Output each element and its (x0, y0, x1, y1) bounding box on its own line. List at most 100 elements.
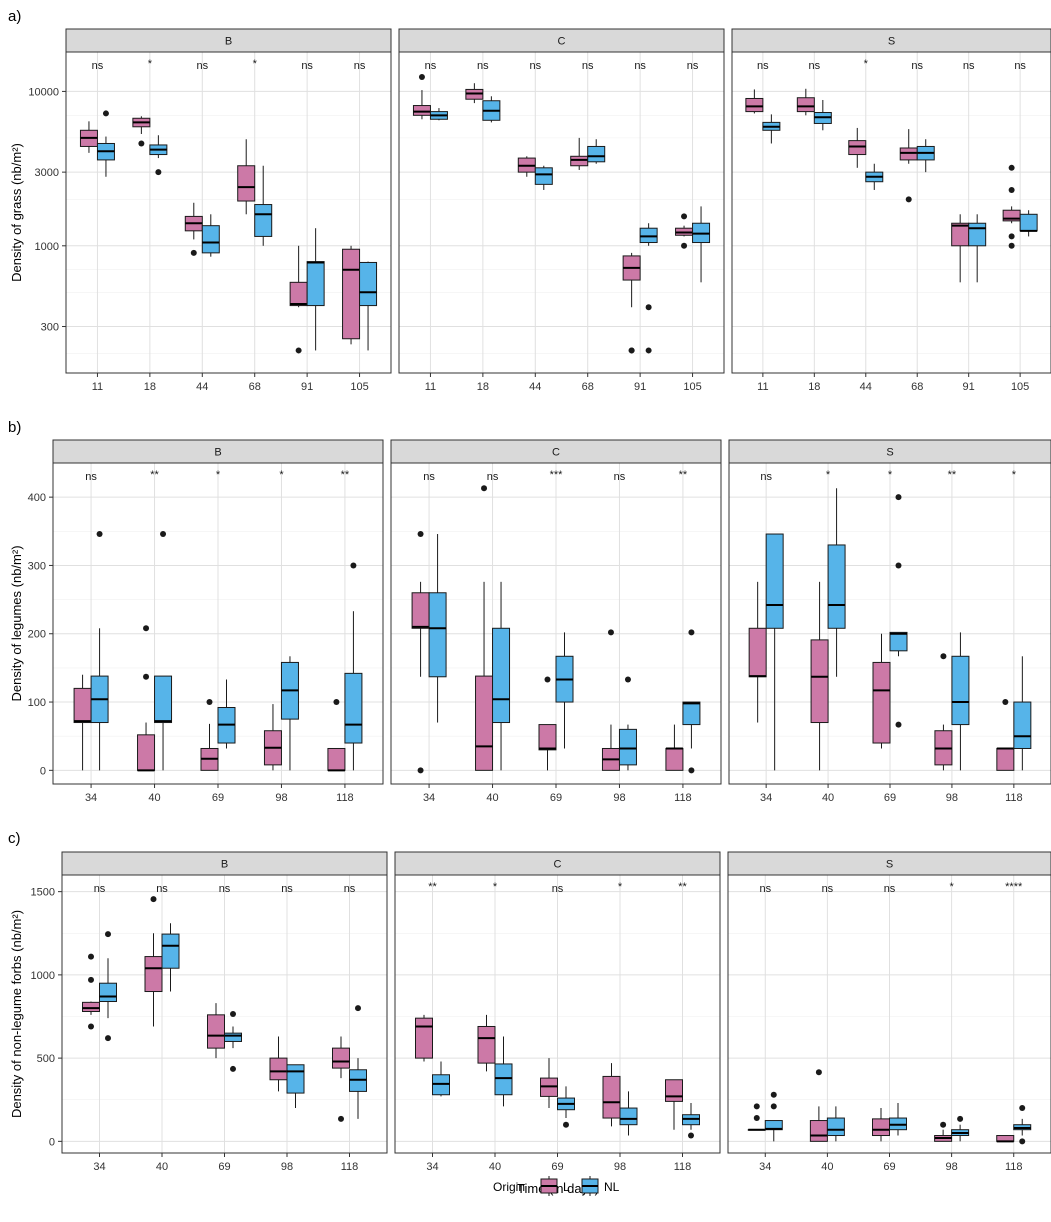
box-NL-98 (280, 656, 299, 771)
significance-label: ns (196, 60, 208, 72)
box-L-34 (82, 953, 100, 1030)
box-L-69 (540, 1058, 558, 1109)
box-NL-40 (154, 531, 173, 771)
x-tick-label: 91 (634, 381, 646, 393)
outlier-point (1008, 233, 1015, 240)
box-NL-44 (865, 163, 884, 190)
box-body (254, 204, 273, 237)
box-L-105 (1002, 164, 1021, 249)
box-NL-105 (359, 261, 378, 351)
box-NL-40 (494, 1036, 513, 1107)
x-tick-label: 91 (963, 381, 975, 393)
box-NL-34 (764, 1091, 783, 1142)
y-tick-label: 300 (41, 322, 59, 334)
facet-S: Sns * * ** *34 40 69 98 118 (728, 439, 1051, 804)
legend-item-NL: NL (581, 1176, 620, 1196)
x-tick-label: 40 (821, 1161, 833, 1173)
outlier-point (143, 625, 150, 632)
outlier-point (150, 896, 157, 903)
box-NL-98 (286, 1064, 305, 1109)
significance-label: ns (85, 471, 97, 483)
significance-label: ns (281, 883, 293, 895)
outlier-point (645, 304, 652, 311)
box-body (587, 145, 606, 163)
box-NL-40 (492, 581, 511, 771)
box-NL-11 (429, 108, 448, 121)
significance-label: *** (550, 469, 564, 481)
box-body (82, 1001, 100, 1013)
facet-strip-label: C (558, 36, 566, 48)
box-L-40 (144, 896, 163, 1027)
significance-label: ns (477, 60, 489, 72)
significance-label: ns (529, 60, 541, 72)
x-tick-label: 105 (683, 381, 701, 393)
box-NL-34 (99, 931, 117, 1042)
outlier-point (1008, 186, 1015, 193)
box-L-118 (665, 724, 684, 771)
box-body (534, 167, 553, 185)
significance-label: ns (757, 60, 769, 72)
x-tick-label: 118 (674, 792, 692, 804)
outlier-point (206, 699, 213, 706)
outlier-point (138, 140, 145, 147)
box-L-105 (342, 245, 361, 345)
facet-B: Bns ns ns ns ns 34 40 69 98 118 (61, 851, 388, 1173)
box-L-18 (465, 83, 484, 104)
significance-label: ns (911, 60, 923, 72)
y-tick-label: 1000 (31, 970, 55, 982)
facet-strip-label: B (214, 447, 221, 459)
y-axis-title: Density of non-legume forbs (nb/m²) (9, 910, 24, 1118)
box-body (344, 672, 363, 744)
box-NL-69 (889, 1103, 907, 1136)
x-tick-label: 34 (93, 1161, 105, 1173)
box-body (342, 248, 361, 340)
box-NL-118 (349, 1005, 367, 1119)
box-L-118 (327, 699, 346, 772)
x-tick-label: 44 (196, 381, 208, 393)
box-NL-118 (682, 1103, 700, 1139)
x-tick-label: 11 (92, 381, 103, 393)
box-NL-98 (619, 1091, 638, 1136)
chart-panel-1: a) Density of grass (nb/m²) 300 1000 3000 100… (8, 8, 1051, 393)
box-body (538, 724, 557, 751)
box-body (224, 1032, 242, 1042)
box-L-69 (207, 1003, 225, 1059)
box-body (306, 261, 325, 307)
y-tick-label: 10000 (28, 86, 59, 98)
facet-strip-label: S (886, 859, 893, 871)
x-tick-label: 118 (1005, 1161, 1023, 1173)
panel-border (65, 51, 392, 374)
outlier-point (102, 110, 109, 117)
facet-S: Sns ns * ns ns ns 11 18 44 68 91 105 (731, 28, 1051, 393)
y-tick-label: 1500 (31, 887, 55, 899)
outlier-point (940, 653, 947, 660)
box-NL-98 (618, 676, 637, 771)
box-NL-44 (201, 214, 220, 257)
box-body (412, 105, 431, 116)
significance-label: ** (150, 469, 159, 481)
box-body (639, 227, 658, 244)
box-L-11 (79, 121, 98, 153)
y-axis-title: Density of legumes (nb/m²) (9, 545, 24, 701)
x-tick-label: 68 (582, 381, 594, 393)
outlier-point (688, 767, 695, 774)
significance-label: * (618, 881, 623, 893)
outlier-point (1002, 699, 1009, 706)
box-NL-11 (762, 114, 781, 144)
box-body (327, 747, 346, 771)
box-L-40 (137, 625, 156, 772)
box-L-18 (796, 88, 815, 116)
legend-item-L: L (540, 1176, 570, 1196)
x-tick-label: 69 (550, 792, 562, 804)
box-NL-69 (557, 1086, 575, 1128)
x-tick-label: 98 (946, 792, 958, 804)
box-L-68 (237, 139, 256, 215)
outlier-point (563, 1121, 569, 1128)
outlier-point (105, 1035, 111, 1042)
outlier-point (957, 1115, 964, 1122)
box-L-98 (263, 704, 282, 771)
box-body (602, 1075, 621, 1119)
legend: Origin L NL (493, 1176, 620, 1196)
box-L-40 (810, 581, 829, 771)
